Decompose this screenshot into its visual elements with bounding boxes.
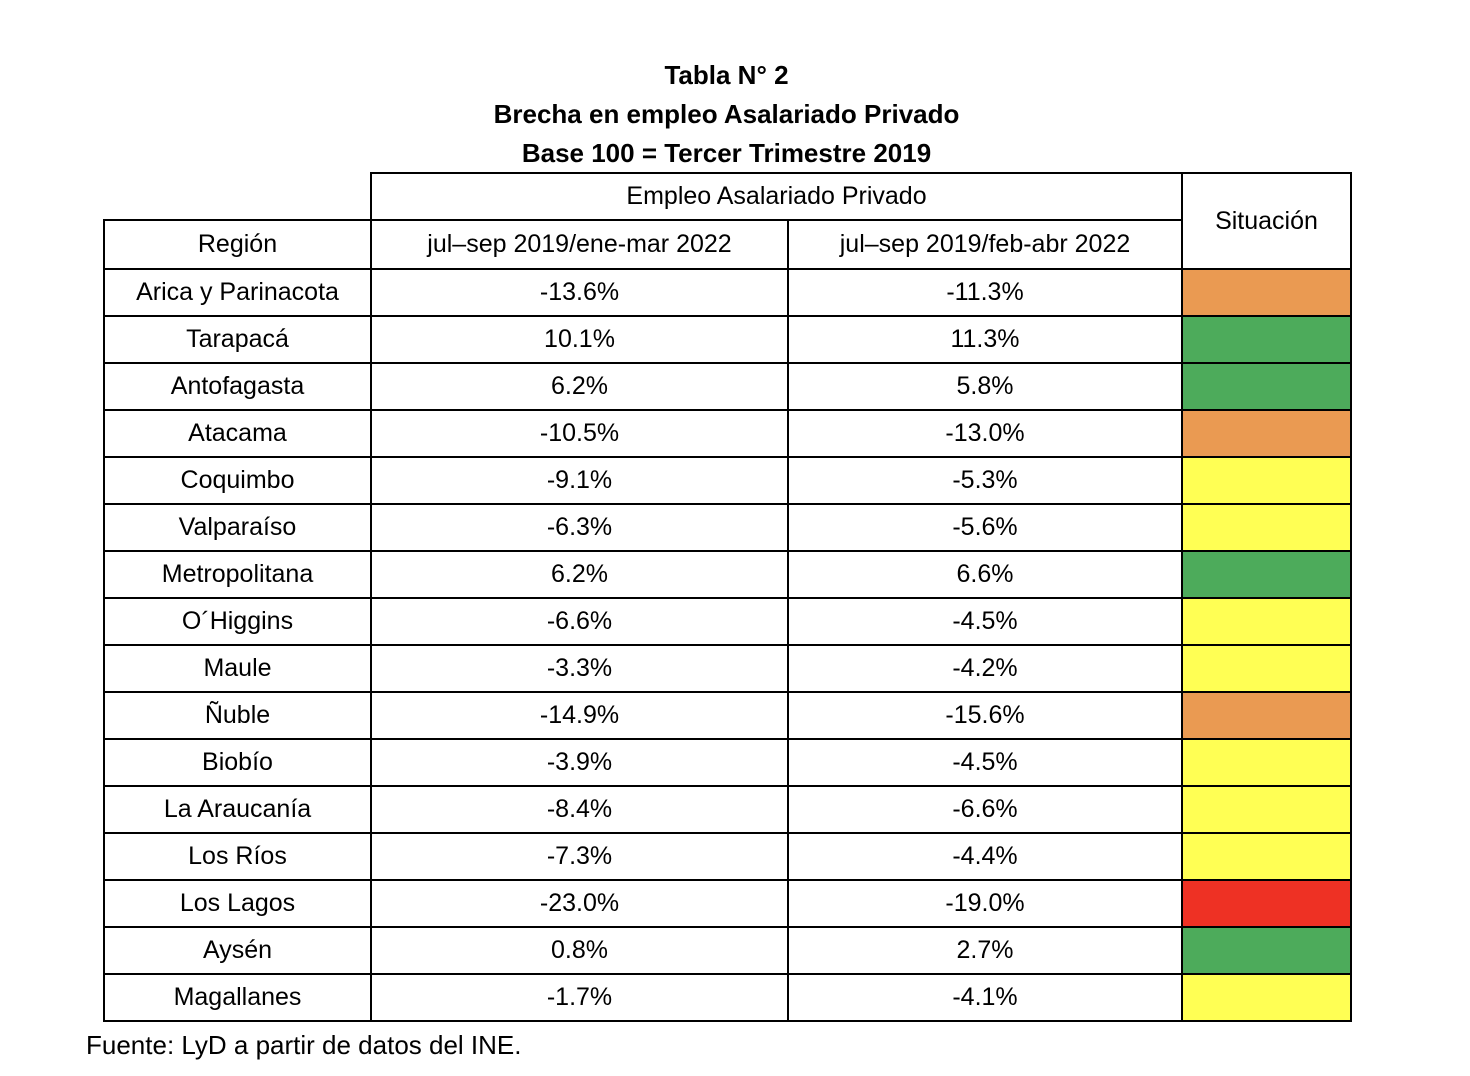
status-cell [1181, 691, 1353, 740]
value-cell-period1: -23.0% [370, 879, 789, 928]
column-header-period2: jul–sep 2019/feb-abr 2022 [786, 219, 1184, 270]
value-cell-period2: 2.7% [786, 926, 1184, 975]
value-cell-period1: -3.9% [370, 738, 789, 787]
status-cell [1181, 785, 1353, 834]
column-header-row: Región jul–sep 2019/ene-mar 2022 jul–sep… [103, 219, 1351, 270]
value-cell-period2: -4.5% [786, 597, 1184, 646]
value-cell-period1: -8.4% [370, 785, 789, 834]
value-cell-period2: -4.4% [786, 832, 1184, 881]
status-cell [1181, 926, 1353, 975]
value-cell-period1: -10.5% [370, 409, 789, 458]
value-cell-period2: -5.3% [786, 456, 1184, 505]
value-cell-period1: -1.7% [370, 973, 789, 1022]
column-header-period1: jul–sep 2019/ene-mar 2022 [370, 219, 789, 270]
status-cell [1181, 597, 1353, 646]
table-row: Tarapacá 10.1% 11.3% [103, 315, 1353, 364]
table-row: Atacama -10.5% -13.0% [103, 409, 1353, 458]
value-cell-period1: -6.3% [370, 503, 789, 552]
status-cell [1181, 832, 1353, 881]
value-cell-period1: -13.6% [370, 268, 789, 317]
table-row: Los Ríos -7.3% -4.4% [103, 832, 1353, 881]
table-row: La Araucanía -8.4% -6.6% [103, 785, 1353, 834]
group-header-row: Empleo Asalariado Privado Situación [104, 172, 1353, 270]
region-cell: Los Ríos [103, 832, 372, 881]
value-cell-period2: -4.5% [786, 738, 1184, 787]
table-title-block: Tabla N° 2 Brecha en empleo Asalariado P… [103, 56, 1350, 173]
table-row: Aysén 0.8% 2.7% [103, 926, 1353, 975]
table-row: Metropolitana 6.2% 6.6% [103, 550, 1353, 599]
employment-gap-table: Empleo Asalariado Privado Situación Regi… [103, 172, 1353, 1022]
value-cell-period1: 0.8% [370, 926, 789, 975]
region-cell: Biobío [103, 738, 372, 787]
value-cell-period1: 6.2% [370, 362, 789, 411]
value-cell-period2: -19.0% [786, 879, 1184, 928]
source-note: Fuente: LyD a partir de datos del INE. [86, 1030, 522, 1060]
table-number-title: Tabla N° 2 [664, 60, 789, 90]
group-header-cell: Empleo Asalariado Privado [369, 172, 1184, 221]
table-subtitle: Brecha en empleo Asalariado Privado [493, 99, 960, 129]
table-row: Magallanes -1.7% -4.1% [103, 973, 1353, 1022]
status-cell [1181, 503, 1353, 552]
value-cell-period2: -4.1% [786, 973, 1184, 1022]
value-cell-period2: 5.8% [786, 362, 1184, 411]
status-cell [1181, 644, 1353, 693]
region-cell: Magallanes [103, 973, 372, 1022]
value-cell-period2: -6.6% [786, 785, 1184, 834]
region-cell: Atacama [103, 409, 372, 458]
value-cell-period1: -7.3% [370, 832, 789, 881]
value-cell-period1: 6.2% [370, 550, 789, 599]
table-base-note: Base 100 = Tercer Trimestre 2019 [521, 138, 932, 168]
status-cell [1181, 315, 1353, 364]
status-cell [1181, 738, 1353, 787]
table-row: Antofagasta 6.2% 5.8% [103, 362, 1353, 411]
status-cell [1181, 973, 1353, 1022]
value-cell-period1: -9.1% [370, 456, 789, 505]
region-cell: Arica y Parinacota [103, 268, 372, 317]
table-row: Los Lagos -23.0% -19.0% [103, 879, 1353, 928]
region-cell: Valparaíso [103, 503, 372, 552]
region-cell: Los Lagos [103, 879, 372, 928]
table-row: Biobío -3.9% -4.5% [103, 738, 1353, 787]
value-cell-period1: -6.6% [370, 597, 789, 646]
blank-corner-cell [104, 173, 371, 220]
table-row: Valparaíso -6.3% -5.6% [103, 503, 1353, 552]
table-row: O´Higgins -6.6% -4.5% [103, 597, 1353, 646]
region-cell: Metropolitana [103, 550, 372, 599]
value-cell-period2: -11.3% [786, 268, 1184, 317]
value-cell-period2: -4.2% [786, 644, 1184, 693]
region-cell: La Araucanía [103, 785, 372, 834]
value-cell-period2: -15.6% [786, 691, 1184, 740]
value-cell-period2: -5.6% [786, 503, 1184, 552]
region-cell: Coquimbo [103, 456, 372, 505]
value-cell-period2: 6.6% [786, 550, 1184, 599]
value-cell-period1: 10.1% [370, 315, 789, 364]
region-cell: Antofagasta [103, 362, 372, 411]
status-cell [1181, 879, 1353, 928]
status-cell [1181, 362, 1353, 411]
region-cell: Ñuble [103, 691, 372, 740]
region-cell: Tarapacá [103, 315, 372, 364]
region-cell: Aysén [103, 926, 372, 975]
table-row: Coquimbo -9.1% -5.3% [103, 456, 1353, 505]
column-header-situacion: Situación [1181, 172, 1353, 270]
value-cell-period1: -14.9% [370, 691, 789, 740]
status-cell [1181, 550, 1353, 599]
status-cell [1181, 409, 1353, 458]
column-header-region: Región [103, 219, 372, 270]
table-row: Ñuble -14.9% -15.6% [103, 691, 1353, 740]
value-cell-period2: -13.0% [786, 409, 1184, 458]
table-row: Maule -3.3% -4.2% [103, 644, 1353, 693]
value-cell-period2: 11.3% [786, 315, 1184, 364]
value-cell-period1: -3.3% [370, 644, 789, 693]
table-row: Arica y Parinacota -13.6% -11.3% [103, 268, 1353, 317]
region-cell: O´Higgins [103, 597, 372, 646]
status-cell [1181, 268, 1353, 317]
status-cell [1181, 456, 1353, 505]
region-cell: Maule [103, 644, 372, 693]
